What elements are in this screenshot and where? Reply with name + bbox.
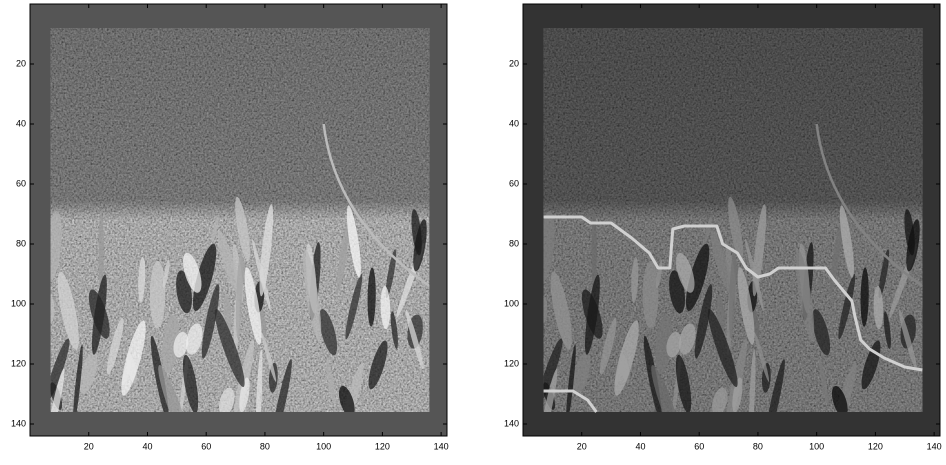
y-tick-label: 80 [509, 238, 519, 248]
y-tick-label: 40 [16, 118, 26, 128]
x-tick-label: 120 [375, 441, 390, 451]
y-tick-label: 60 [16, 178, 26, 188]
y-tick-label: 140 [11, 418, 26, 428]
image [42, 28, 429, 451]
y-tick-label: 20 [16, 58, 26, 68]
figure: 20 40 60 80 100 120 140 20 40 60 80 100 120 140 20 40 60… [0, 0, 946, 460]
y-tick-label: 100 [504, 298, 519, 308]
y-tick-label: 20 [509, 58, 519, 68]
x-tick-label: 120 [868, 441, 883, 451]
y-tick-label: 120 [504, 358, 519, 368]
x-tick-label: 60 [201, 441, 211, 451]
y-tick-label: 40 [509, 118, 519, 128]
y-tick-label: 80 [16, 238, 26, 248]
x-tick-label: 80 [260, 441, 270, 451]
x-tick-label: 140 [927, 441, 942, 451]
axes: 20 40 60 80 100 120 140 20 40 60 80 100 120 140 [504, 4, 942, 451]
x-tick-label: 40 [142, 441, 152, 451]
x-tick-label: 140 [434, 441, 449, 451]
x-tick-label: 100 [316, 441, 331, 451]
x-tick-label: 20 [577, 441, 587, 451]
x-tick-label: 100 [809, 441, 824, 451]
x-tick-label: 60 [694, 441, 704, 451]
x-tick-label: 20 [84, 441, 94, 451]
y-tick-label: 140 [504, 418, 519, 428]
axes: 20 40 60 80 100 120 140 20 40 60 80 100 120 140 [11, 4, 449, 451]
image-dim [544, 28, 923, 412]
y-tick-label: 60 [509, 178, 519, 188]
y-tick-label: 100 [11, 298, 26, 308]
x-tick-label: 40 [635, 441, 645, 451]
y-tick-label: 120 [11, 358, 26, 368]
image [535, 28, 922, 451]
x-tick-label: 80 [753, 441, 763, 451]
